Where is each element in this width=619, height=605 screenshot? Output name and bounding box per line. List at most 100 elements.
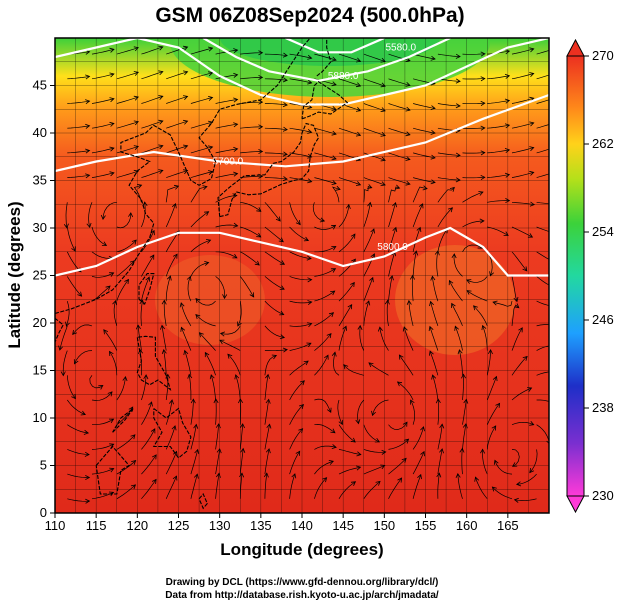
coastline xyxy=(112,408,134,433)
streamline xyxy=(511,327,523,351)
lat-lon-grid xyxy=(55,38,549,513)
streamline-arrow xyxy=(355,57,362,63)
streamline-arrow xyxy=(124,278,129,285)
streamline-arrow xyxy=(370,253,376,259)
streamline xyxy=(462,191,484,203)
streamline xyxy=(429,351,439,376)
streamline xyxy=(141,454,157,475)
streamline-arrow xyxy=(480,76,486,82)
streamline-arrow xyxy=(481,324,487,331)
coastline xyxy=(55,38,311,315)
streamline-arrow xyxy=(298,403,304,410)
streamline-arrow xyxy=(397,477,403,483)
streamline xyxy=(363,202,371,228)
streamline xyxy=(237,301,242,327)
streamline-arrow xyxy=(190,398,196,404)
streamline-arrow xyxy=(85,74,91,80)
streamline xyxy=(227,353,241,376)
streamline xyxy=(536,300,549,307)
streamline-arrow xyxy=(451,302,456,309)
streamline-arrow xyxy=(322,477,328,483)
streamline-arrow xyxy=(491,486,497,492)
streamline xyxy=(363,300,370,326)
streamline-arrow xyxy=(455,177,461,183)
streamline-arrow xyxy=(239,472,245,478)
streamline-arrow xyxy=(355,131,362,137)
streamline xyxy=(331,186,341,203)
streamline xyxy=(215,123,238,129)
streamline xyxy=(264,355,277,376)
streamline xyxy=(314,246,336,253)
streamline xyxy=(66,251,82,273)
streamline-arrow xyxy=(326,407,332,413)
streamline-arrow xyxy=(367,184,373,189)
streamline xyxy=(72,324,93,335)
streamline xyxy=(462,53,485,55)
streamline xyxy=(66,301,70,327)
streamline-arrow xyxy=(380,181,386,187)
streamline xyxy=(338,233,356,253)
streamline xyxy=(240,52,263,55)
streamline xyxy=(141,71,163,80)
streamline-arrow xyxy=(492,300,498,306)
streamline-arrow xyxy=(555,323,559,327)
streamline xyxy=(511,201,535,205)
streamline xyxy=(487,75,510,80)
streamline xyxy=(536,49,549,55)
streamline xyxy=(289,473,296,499)
streamline-arrow xyxy=(204,211,210,216)
streamline-arrow xyxy=(266,423,272,429)
streamline-arrow xyxy=(375,480,381,486)
streamline-arrow xyxy=(491,425,497,431)
streamline-arrow xyxy=(295,220,301,226)
streamline-arrow xyxy=(208,46,214,52)
streamline xyxy=(388,78,410,86)
streamline xyxy=(437,103,461,107)
streamline-arrow xyxy=(489,271,494,277)
streamline xyxy=(141,145,163,154)
streamline-arrow xyxy=(396,381,403,387)
streamline xyxy=(92,418,114,426)
streamline xyxy=(264,300,284,315)
streamline xyxy=(289,78,312,84)
streamline xyxy=(430,301,439,327)
streamline xyxy=(215,173,238,178)
streamline-arrow xyxy=(338,419,344,426)
colorbar-tick-label: 270 xyxy=(592,48,614,63)
streamline xyxy=(338,177,361,186)
streamline xyxy=(67,125,90,129)
streamline xyxy=(74,350,93,364)
streamline xyxy=(412,451,425,475)
streamline xyxy=(161,325,167,351)
coastlines xyxy=(55,38,349,513)
streamline-arrow xyxy=(451,253,457,259)
streamline xyxy=(264,276,285,290)
streamline xyxy=(190,97,213,104)
streamline-arrow xyxy=(480,175,486,181)
streamline xyxy=(166,96,188,104)
streamline xyxy=(91,285,111,302)
streamline-arrow xyxy=(145,276,151,282)
streamline-arrow xyxy=(278,237,284,243)
streamline-arrow xyxy=(448,279,454,286)
streamline xyxy=(388,177,410,185)
streamline xyxy=(116,47,139,55)
streamline-arrow xyxy=(466,290,472,295)
streamline xyxy=(190,239,211,253)
streamline xyxy=(91,98,114,104)
streamline xyxy=(210,374,216,401)
streamline xyxy=(180,302,192,327)
streamline xyxy=(289,53,312,59)
streamline xyxy=(66,226,76,252)
map-title: GSM 06Z08Sep2024 (500.0hPa) xyxy=(155,4,464,27)
streamline xyxy=(482,325,488,351)
streamline-arrow xyxy=(406,299,412,306)
streamline-arrow xyxy=(282,151,288,157)
streamline xyxy=(437,78,461,82)
streamline-arrow xyxy=(350,437,356,443)
streamline xyxy=(388,438,409,450)
streamline xyxy=(116,434,136,450)
streamline-arrow xyxy=(511,462,518,467)
streamline-arrow xyxy=(150,428,156,434)
